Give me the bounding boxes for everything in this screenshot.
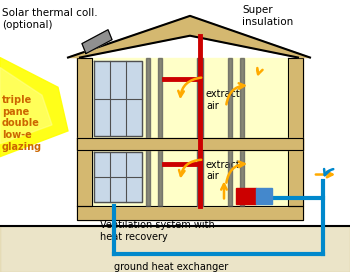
Polygon shape [236,189,256,204]
Polygon shape [94,152,142,202]
Polygon shape [256,189,272,204]
Polygon shape [0,58,68,157]
Text: supply
air: supply air [100,109,132,131]
Polygon shape [146,58,150,206]
Polygon shape [228,58,232,206]
Text: Ventilation system with
heat recovery: Ventilation system with heat recovery [100,220,215,242]
Polygon shape [288,58,303,206]
Polygon shape [77,58,92,206]
Polygon shape [92,58,288,206]
Text: supply
air: supply air [100,181,132,203]
Text: triple
pane
double
low-e
glazing: triple pane double low-e glazing [2,95,42,152]
Polygon shape [197,58,203,206]
Polygon shape [68,16,190,58]
Polygon shape [77,206,303,220]
Polygon shape [240,58,244,206]
Text: Solar thermal coll.
(optional): Solar thermal coll. (optional) [2,8,98,30]
Polygon shape [82,30,112,53]
Polygon shape [158,58,162,206]
Polygon shape [190,16,310,58]
Polygon shape [0,67,52,144]
Polygon shape [77,138,303,150]
Text: extract
air: extract air [206,89,241,111]
Text: ground heat exchanger: ground heat exchanger [114,262,228,272]
Polygon shape [94,61,142,136]
Text: extract
air: extract air [206,160,241,181]
Text: Super
insulation: Super insulation [242,5,293,27]
